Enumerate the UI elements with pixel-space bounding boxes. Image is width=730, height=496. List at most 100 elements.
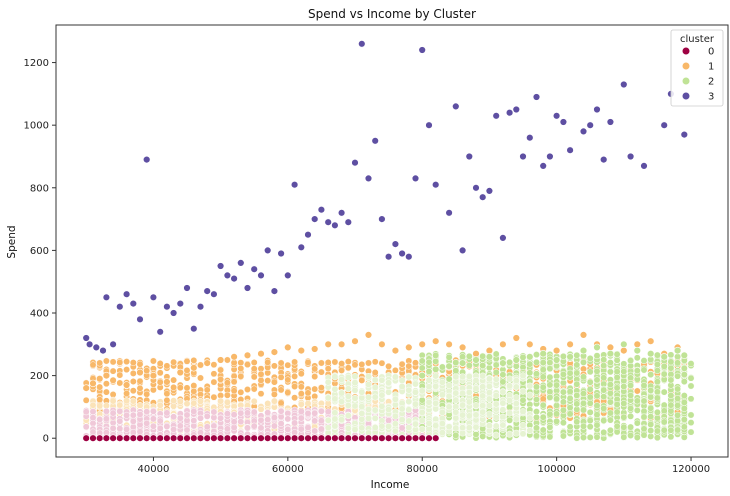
legend-label-cluster-2: 2 (708, 77, 714, 88)
point-cluster-1 (579, 331, 588, 339)
point-cluster-3 (398, 249, 406, 258)
cloud-point-cluster-2 (640, 407, 648, 415)
point-cluster-0 (284, 434, 292, 442)
cloud-point-cluster-1 (156, 401, 164, 409)
cloud-point-cluster-2 (653, 351, 661, 359)
cloud-point-cluster-0 (89, 414, 97, 422)
cloud-point-cluster-2 (506, 397, 514, 405)
cloud-point-cluster-1 (324, 365, 332, 373)
point-cluster-1 (405, 343, 413, 352)
cloud-point-cluster-0 (136, 428, 144, 436)
cloud-point-cluster-2 (667, 401, 675, 409)
cloud-point-cluster-1 (116, 358, 124, 366)
point-cluster-0 (129, 434, 138, 442)
cloud-point-cluster-2 (586, 354, 594, 362)
cloud-point-cluster-1 (257, 370, 265, 378)
cloud-point-cluster-2 (627, 432, 635, 439)
cloud-point-cluster-1 (170, 358, 178, 366)
cloud-point-cluster-2 (620, 360, 628, 368)
cloud-point-cluster-2 (526, 360, 534, 368)
cloud-point-cluster-2 (418, 357, 426, 365)
cloud-point-cluster-0 (176, 422, 184, 430)
cloud-point-cluster-2 (365, 414, 372, 422)
point-cluster-3 (317, 206, 326, 214)
cloud-point-cluster-2 (432, 372, 440, 380)
point-cluster-3 (519, 152, 527, 161)
point-cluster-3 (620, 80, 628, 89)
cloud-point-cluster-2 (687, 419, 695, 427)
cloud-point-cluster-0 (143, 408, 151, 416)
point-cluster-0 (297, 434, 305, 442)
cloud-point-cluster-1 (270, 378, 278, 386)
cloud-point-cluster-2 (546, 373, 554, 381)
cloud-point-cluster-2 (566, 423, 574, 431)
point-cluster-0 (136, 434, 144, 442)
point-cluster-1 (176, 368, 185, 377)
cloud-point-cluster-2 (465, 361, 473, 369)
cloud-point-cluster-2 (452, 431, 460, 439)
cloud-point-cluster-2 (512, 394, 520, 402)
cloud-point-cluster-1 (170, 397, 178, 405)
cloud-point-cluster-1 (237, 372, 245, 380)
cloud-point-cluster-1 (317, 368, 325, 376)
cloud-point-cluster-1 (156, 369, 164, 377)
y-tick-label: 200 (30, 371, 49, 382)
cloud-point-cluster-2 (539, 401, 547, 409)
cloud-point-cluster-2 (465, 352, 473, 360)
cloud-point-cluster-2 (559, 388, 567, 396)
cloud-point-cluster-2 (418, 417, 426, 425)
cloud-point-cluster-1 (311, 373, 319, 381)
cloud-point-cluster-2 (600, 374, 608, 382)
cloud-point-cluster-2 (344, 402, 352, 409)
point-cluster-3 (425, 121, 433, 129)
cloud-point-cluster-2 (479, 383, 487, 391)
cloud-point-cluster-2 (606, 416, 614, 424)
cloud-point-cluster-2 (627, 404, 635, 412)
cloud-point-cluster-0 (183, 426, 191, 434)
cloud-point-cluster-1 (237, 359, 245, 367)
cloud-point-cluster-0 (109, 409, 117, 417)
cloud-point-cluster-1 (203, 386, 211, 394)
cloud-point-cluster-2 (519, 408, 527, 416)
cloud-point-cluster-2 (640, 413, 648, 421)
cloud-point-cluster-1 (89, 361, 97, 369)
cloud-point-cluster-2 (485, 422, 493, 430)
cloud-point-cluster-2 (459, 353, 467, 361)
data-points (82, 40, 688, 442)
point-cluster-2 (620, 340, 628, 348)
y-tick-label: 400 (30, 309, 49, 320)
cloud-point-cluster-2 (512, 415, 520, 423)
cloud-point-cluster-1 (264, 377, 272, 385)
cloud-point-cluster-2 (492, 375, 500, 383)
cloud-point-cluster-2 (606, 409, 614, 417)
cloud-point-cluster-1 (539, 395, 547, 403)
cloud-point-cluster-1 (210, 361, 218, 369)
cloud-point-cluster-2 (559, 432, 567, 440)
cloud-point-cluster-0 (317, 407, 325, 415)
cloud-point-cluster-2 (580, 373, 587, 381)
cloud-point-cluster-2 (506, 382, 514, 390)
point-cluster-3 (445, 209, 453, 217)
cloud-point-cluster-2 (680, 392, 688, 400)
cloud-point-cluster-2 (338, 416, 346, 424)
point-cluster-0 (243, 434, 252, 442)
cloud-point-cluster-2 (613, 422, 621, 430)
point-cluster-1 (89, 379, 97, 388)
cloud-point-cluster-1 (385, 362, 393, 370)
cloud-point-cluster-2 (640, 425, 648, 433)
cloud-point-cluster-2 (519, 421, 527, 429)
point-cluster-1 (82, 384, 90, 392)
point-cluster-3 (136, 315, 144, 323)
point-cluster-0 (102, 434, 111, 442)
cloud-point-cluster-2 (331, 395, 339, 403)
x-tick-label: 100000 (538, 464, 576, 475)
cloud-point-cluster-2 (351, 373, 359, 380)
cloud-point-cluster-2 (465, 398, 473, 406)
cloud-point-cluster-2 (553, 381, 561, 389)
cloud-point-cluster-2 (405, 417, 413, 425)
cloud-point-cluster-2 (452, 367, 460, 375)
cloud-point-cluster-2 (680, 371, 688, 379)
point-cluster-3 (378, 215, 386, 223)
cloud-point-cluster-2 (438, 429, 446, 437)
cloud-point-cluster-2 (506, 409, 514, 417)
